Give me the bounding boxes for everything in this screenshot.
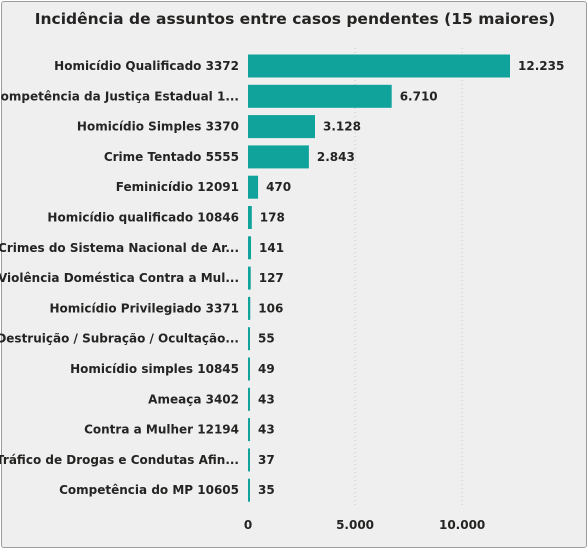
bar [248, 175, 259, 199]
bar [248, 84, 392, 108]
category-label: Destruição / Subração / Ocultação... [0, 332, 239, 346]
bar [248, 54, 510, 78]
bar [248, 266, 251, 290]
bar [248, 145, 309, 169]
value-label: 43 [258, 392, 275, 406]
category-label: Homicídio Simples 3370 [77, 120, 239, 134]
value-label: 12.235 [518, 59, 564, 73]
x-tick-label: 0 [244, 518, 252, 532]
value-label: 141 [259, 241, 284, 255]
bar [248, 478, 250, 502]
value-label: 2.843 [317, 150, 355, 164]
value-label: 178 [260, 211, 285, 225]
chart-title: Incidência de assuntos entre casos pende… [34, 10, 556, 28]
category-label: Competência do MP 10605 [59, 483, 239, 497]
category-label: Homicídio simples 10845 [70, 362, 239, 376]
bar [248, 206, 252, 229]
category-label: Homicídio qualificado 10846 [47, 211, 239, 225]
value-label: 35 [258, 483, 275, 497]
category-label: Homicídio Qualificado 3372 [54, 59, 239, 73]
bar [248, 448, 250, 472]
bar [248, 357, 250, 381]
category-label: Crime Tentado 5555 [104, 150, 239, 164]
x-tick-label: 5.000 [336, 518, 374, 532]
bar [248, 418, 250, 442]
value-label: 6.710 [400, 89, 438, 103]
value-label: 127 [259, 271, 284, 285]
category-label: Competência da Justiça Estadual 1... [0, 89, 239, 103]
category-label: Homicídio Privilegiado 3371 [50, 301, 239, 315]
category-label: Contra a Mulher 12194 [84, 423, 239, 437]
category-label: Tráfico de Drogas e Condutas Afin... [0, 453, 239, 467]
bar [248, 236, 252, 260]
value-label: 470 [266, 180, 291, 194]
bar [248, 387, 250, 411]
bar [248, 115, 315, 139]
value-label: 55 [258, 332, 275, 346]
value-label: 43 [258, 423, 275, 437]
bar [248, 327, 250, 351]
category-label: Crimes do Sistema Nacional de Ar... [0, 241, 239, 255]
category-label: Feminicídio 12091 [116, 180, 239, 194]
bar [248, 296, 251, 320]
value-label: 37 [258, 453, 275, 467]
value-label: 49 [258, 362, 275, 376]
category-label: Violência Doméstica Contra a Mul... [0, 271, 239, 285]
x-tick-label: 10.000 [439, 518, 485, 532]
value-label: 106 [258, 301, 283, 315]
category-label: Ameaça 3402 [148, 392, 239, 406]
value-label: 3.128 [323, 120, 361, 134]
